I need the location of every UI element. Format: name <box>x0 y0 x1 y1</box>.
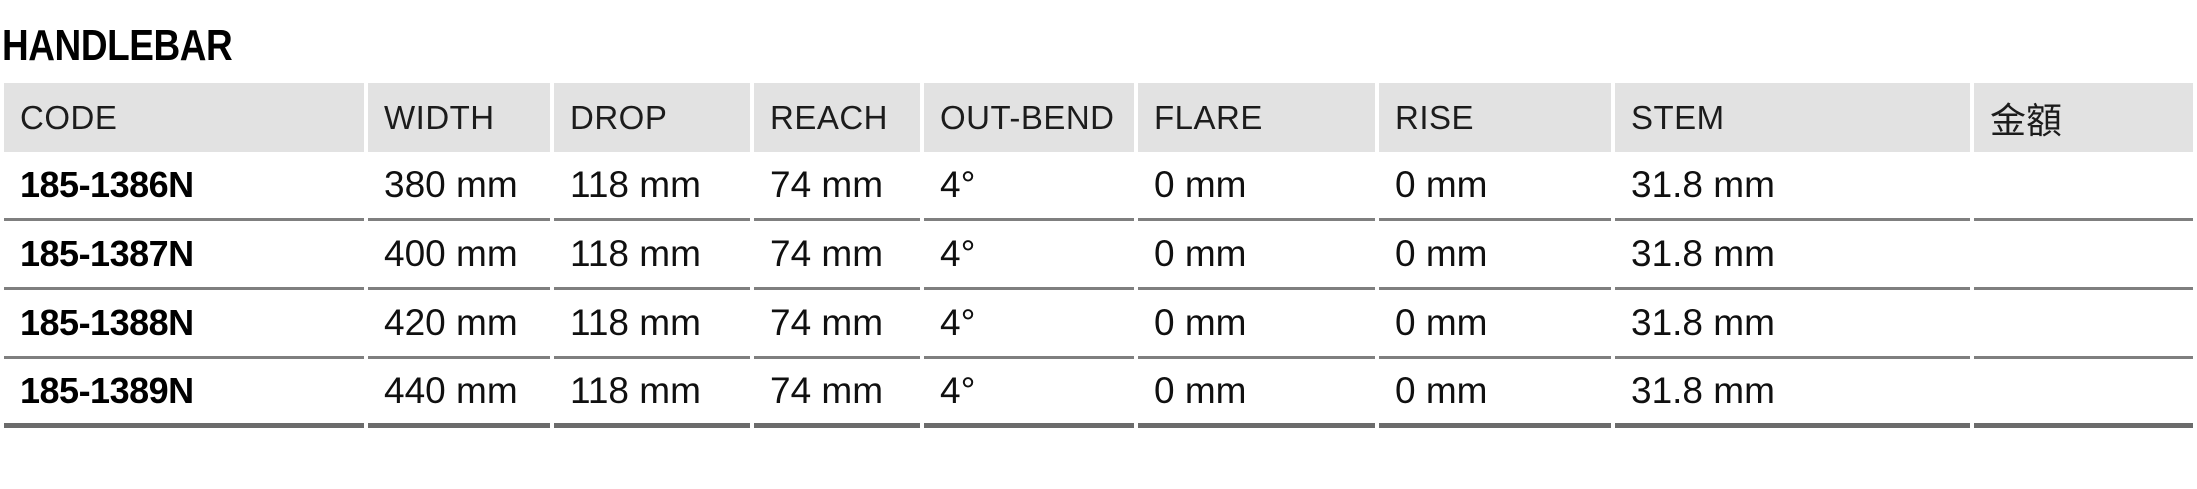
column-header-rise: RISE <box>1395 98 1475 136</box>
column-header-code: CODE <box>20 98 118 136</box>
cell-code: 185-1387N <box>4 221 364 290</box>
cell-width: 380 mm <box>368 152 550 221</box>
cell-code: 185-1388N <box>4 290 364 359</box>
cell-width: 440 mm <box>368 359 550 428</box>
column-header-price: 金額 <box>1990 99 2063 141</box>
cell-out-bend: 4° <box>924 152 1134 221</box>
table-row: 185-1388N 420 mm 118 mm 74 mm 4° 0 mm 0 … <box>4 290 2193 359</box>
cell-stem: 31.8 mm <box>1615 221 1970 290</box>
cell-out-bend: 4° <box>924 290 1134 359</box>
cell-width: 420 mm <box>368 290 550 359</box>
cell-width: 400 mm <box>368 221 550 290</box>
cell-out-bend: 4° <box>924 221 1134 290</box>
cell-reach: 74 mm <box>754 359 920 428</box>
cell-price <box>1974 152 2193 221</box>
handlebar-spec-table: CODE WIDTH DROP REACH OUT-BEND FLARE RIS… <box>0 83 2197 428</box>
table-header-row: CODE WIDTH DROP REACH OUT-BEND FLARE RIS… <box>4 83 2193 152</box>
table-row: 185-1386N 380 mm 118 mm 74 mm 4° 0 mm 0 … <box>4 152 2193 221</box>
column-header-stem: STEM <box>1631 98 1725 136</box>
table-row: 185-1387N 400 mm 118 mm 74 mm 4° 0 mm 0 … <box>4 221 2193 290</box>
cell-flare: 0 mm <box>1138 221 1375 290</box>
table-row: 185-1389N 440 mm 118 mm 74 mm 4° 0 mm 0 … <box>4 359 2193 428</box>
cell-code: 185-1389N <box>4 359 364 428</box>
cell-stem: 31.8 mm <box>1615 152 1970 221</box>
cell-drop: 118 mm <box>554 359 750 428</box>
cell-flare: 0 mm <box>1138 152 1375 221</box>
column-header-out-bend: OUT-BEND <box>940 98 1115 136</box>
cell-rise: 0 mm <box>1379 359 1611 428</box>
cell-reach: 74 mm <box>754 152 920 221</box>
cell-price <box>1974 290 2193 359</box>
page-title-text: HANDLEBAR <box>2 21 233 70</box>
cell-stem: 31.8 mm <box>1615 359 1970 428</box>
column-header-drop: DROP <box>570 98 668 136</box>
cell-price <box>1974 359 2193 428</box>
cell-out-bend: 4° <box>924 359 1134 428</box>
column-header-reach: REACH <box>770 98 889 136</box>
cell-flare: 0 mm <box>1138 359 1375 428</box>
cell-drop: 118 mm <box>554 152 750 221</box>
cell-rise: 0 mm <box>1379 152 1611 221</box>
cell-rise: 0 mm <box>1379 221 1611 290</box>
page-title: HANDLEBAR <box>2 24 2197 68</box>
cell-price <box>1974 221 2193 290</box>
cell-code: 185-1386N <box>4 152 364 221</box>
cell-rise: 0 mm <box>1379 290 1611 359</box>
cell-drop: 118 mm <box>554 221 750 290</box>
cell-reach: 74 mm <box>754 221 920 290</box>
column-header-flare: FLARE <box>1154 98 1263 136</box>
cell-stem: 31.8 mm <box>1615 290 1970 359</box>
column-header-width: WIDTH <box>384 98 495 136</box>
cell-reach: 74 mm <box>754 290 920 359</box>
cell-drop: 118 mm <box>554 290 750 359</box>
cell-flare: 0 mm <box>1138 290 1375 359</box>
